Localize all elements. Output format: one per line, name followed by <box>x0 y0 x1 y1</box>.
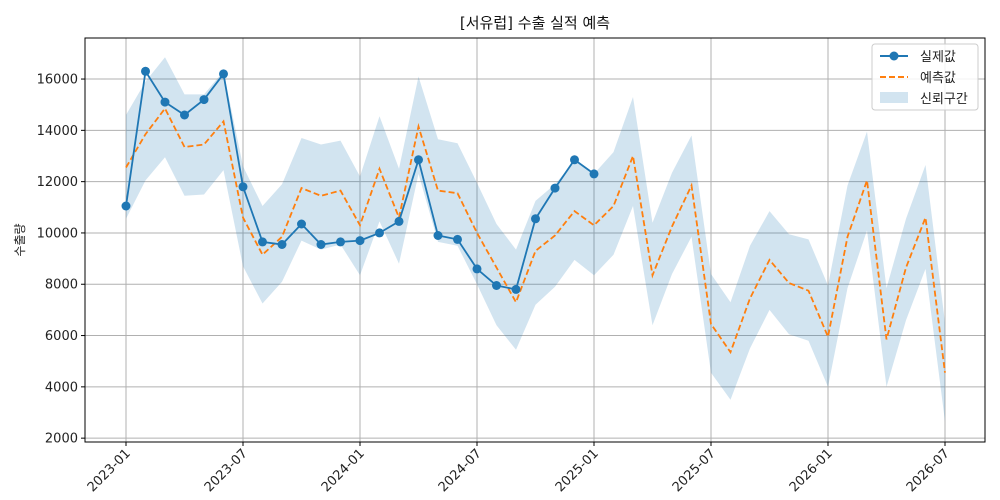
y-tick-label: 12000 <box>37 175 78 190</box>
chart-title: [서유럽] 수출 실적 예측 <box>460 14 610 32</box>
actual-point <box>141 66 150 76</box>
actual-point <box>199 95 209 105</box>
y-tick-label: 16000 <box>37 73 78 88</box>
actual-point <box>121 201 131 211</box>
legend-actual-marker <box>889 51 899 61</box>
actual-point <box>414 155 423 165</box>
actual-point <box>238 182 248 192</box>
actual-point <box>531 214 540 224</box>
actual-point <box>394 216 404 226</box>
actual-point <box>550 183 560 193</box>
y-tick-label: 14000 <box>37 124 78 139</box>
y-tick-label: 10000 <box>37 226 78 241</box>
legend: 실제값 예측값 신뢰구간 <box>871 43 979 111</box>
legend-frame <box>871 43 979 111</box>
y-tick-label: 6000 <box>45 329 78 344</box>
actual-point <box>258 237 267 247</box>
y-tick-label: 2000 <box>45 432 78 447</box>
confidence-band-layer <box>126 57 945 422</box>
legend-band-swatch <box>880 92 908 103</box>
legend-band-label: 신뢰구간 <box>920 92 968 107</box>
actual-point <box>219 69 228 79</box>
actual-point <box>570 155 579 165</box>
actual-point <box>336 237 345 247</box>
actual-point <box>316 240 326 249</box>
actual-point <box>355 236 365 246</box>
y-tick-label: 8000 <box>45 278 78 293</box>
actual-point <box>180 110 189 120</box>
y-axis-label: 수출량 <box>13 223 27 256</box>
actual-point <box>492 281 501 290</box>
legend-forecast-label: 예측값 <box>920 71 956 86</box>
series-layer <box>121 66 946 373</box>
legend-actual-label: 실제값 <box>920 50 956 65</box>
confidence-band-area <box>126 57 945 422</box>
actual-point <box>472 264 482 274</box>
actual-point <box>453 234 462 244</box>
actual-point <box>511 284 521 294</box>
actual-point <box>589 169 599 179</box>
actual-point <box>277 240 287 249</box>
actual-point <box>375 228 384 238</box>
actual-point <box>297 219 306 229</box>
actual-point <box>433 231 443 240</box>
y-axis: 2000 4000 6000 8000 10000 12000 14000 16000 <box>37 73 85 447</box>
y-tick-label: 4000 <box>45 380 78 395</box>
plot-frame <box>84 37 986 443</box>
forecast-line <box>125 106 946 373</box>
actual-point <box>160 97 170 107</box>
